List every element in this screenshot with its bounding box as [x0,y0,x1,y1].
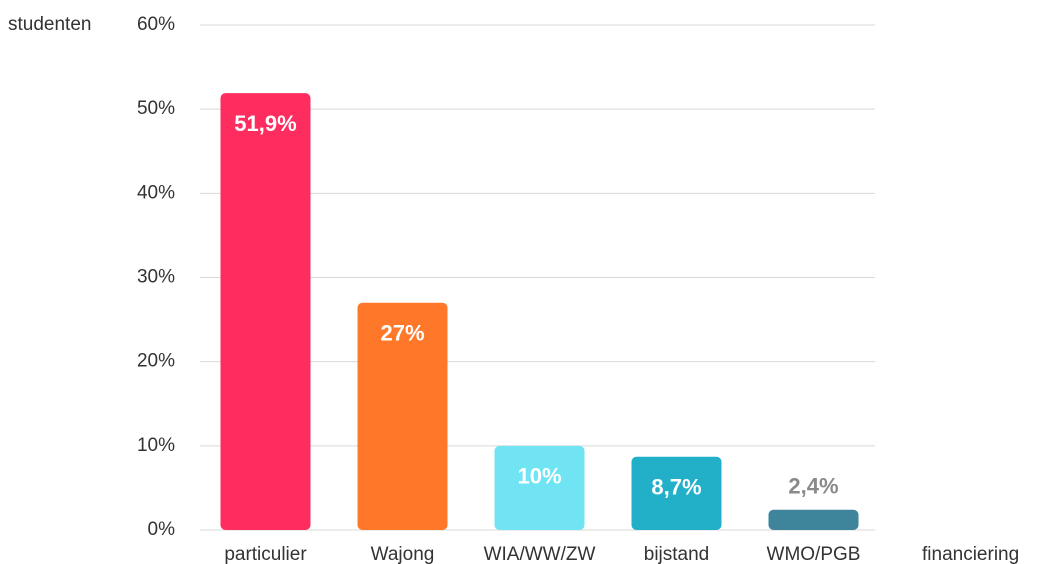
value-label: 2,4% [788,474,838,499]
x-tick-label: bijstand [644,544,710,564]
value-label: 10% [517,464,561,489]
y-tick-label: 10% [137,435,175,456]
y-tick-label: 20% [137,351,175,372]
bar [357,302,448,530]
bar [768,509,859,530]
bar [494,445,585,530]
y-axis-label: studenten [8,14,91,35]
value-label: 27% [380,321,424,346]
value-label: 51,9% [234,111,296,136]
x-axis-label: financiering [922,544,1019,564]
y-tick-label: 30% [137,267,175,288]
y-tick-label: 60% [137,14,175,35]
y-tick-label: 0% [148,519,176,540]
bar [220,93,311,531]
x-tick-label: WMO/PGB [767,544,861,564]
x-tick-label: Wajong [371,544,435,564]
value-label: 8,7% [651,475,701,500]
y-tick-label: 50% [137,98,175,119]
x-tick-label: WIA/WW/ZW [484,544,596,564]
y-tick-label: 40% [137,182,175,203]
x-tick-label: particulier [224,544,307,564]
bar [631,456,722,530]
